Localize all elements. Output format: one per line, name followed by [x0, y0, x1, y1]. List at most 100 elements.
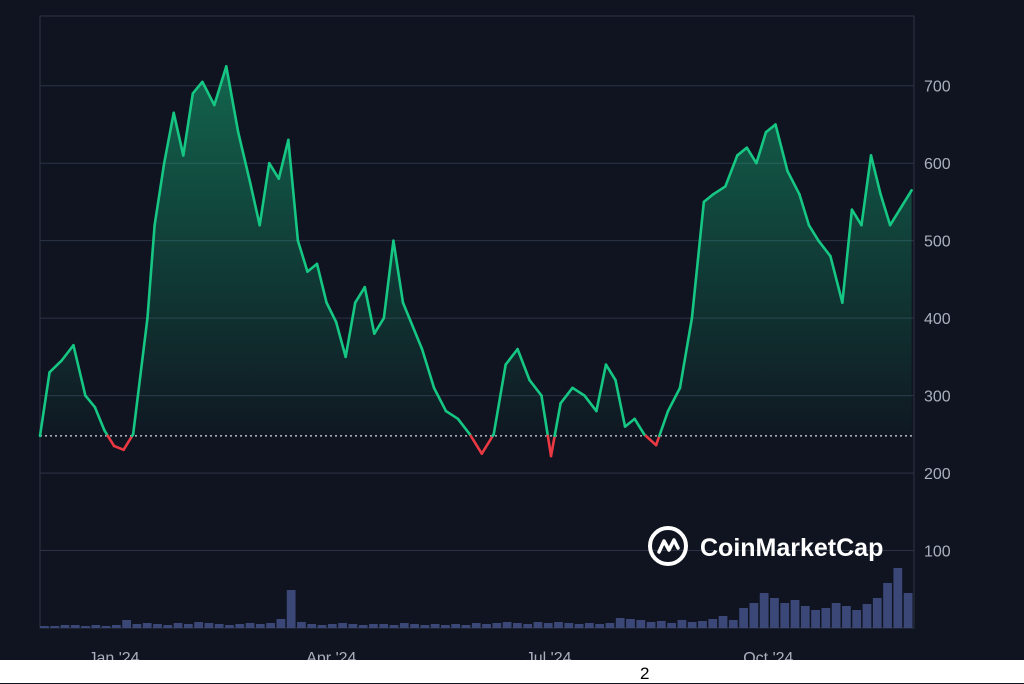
price-line-segment: [344, 301, 357, 359]
volume-bar: [564, 623, 574, 628]
volume-bar: [615, 618, 625, 628]
volume-bar: [852, 610, 862, 628]
volume-bar: [132, 624, 142, 628]
price-line-segment: [690, 200, 706, 320]
price-line-segment: [138, 316, 149, 378]
price-line-segment: [469, 434, 484, 455]
price-line-segment: [633, 417, 646, 436]
page-number: 2: [640, 664, 650, 683]
volume-bar: [379, 624, 389, 628]
volume-bar: [831, 603, 841, 628]
price-line-segment: [373, 316, 386, 335]
volume-bar: [821, 608, 831, 628]
y-tick-label: 700: [924, 79, 951, 96]
price-line-segment: [325, 301, 338, 324]
price-line-segment: [112, 444, 125, 452]
volume-bar: [471, 623, 481, 628]
price-line-segment: [456, 417, 472, 436]
volume-bar: [153, 624, 162, 628]
price-line-segment: [60, 343, 75, 363]
y-tick-label: 400: [924, 311, 951, 328]
price-line-segment: [571, 386, 586, 397]
price-line-segment: [860, 154, 873, 227]
volume-bar: [225, 625, 234, 628]
volume-bar: [605, 623, 615, 628]
volume-bar: [800, 606, 810, 628]
volume-bar: [872, 598, 882, 628]
volume-bar: [626, 619, 635, 628]
price-line-segment: [712, 185, 727, 196]
volume-bar: [574, 624, 584, 628]
price-line-segment: [786, 169, 801, 196]
x-tick-label: Oct '24: [743, 650, 793, 660]
volume-bar: [708, 619, 718, 628]
price-line-segment: [755, 130, 768, 165]
price-area: [40, 66, 912, 436]
watermark: CoinMarketCap: [648, 526, 883, 566]
price-line-segment: [401, 301, 414, 328]
price-line-segment: [516, 347, 531, 382]
price-line-segment: [84, 394, 97, 409]
price-line-segment: [287, 138, 300, 242]
price-line-segment: [411, 324, 424, 351]
volume-bar: [759, 593, 769, 628]
page-footer-strip: [0, 660, 1024, 683]
price-line-segment: [277, 138, 290, 180]
volume-bar: [399, 623, 409, 628]
coinmarketcap-logo-icon: [648, 526, 688, 566]
volume-bar: [770, 598, 779, 628]
price-line-segment: [658, 409, 670, 438]
volume-bar: [842, 606, 851, 628]
price-line-segment: [829, 254, 844, 304]
volume-bar: [451, 624, 461, 628]
volume-bar: [101, 626, 111, 628]
volume-bar: [297, 622, 306, 628]
volume-bar: [698, 621, 707, 628]
y-tick-label: 500: [924, 234, 951, 251]
price-line-segment: [181, 92, 195, 157]
volume-bar: [667, 623, 677, 628]
volume-bar: [728, 620, 738, 628]
price-line-segment: [745, 146, 758, 165]
price-line-segment: [162, 111, 176, 165]
volume-bar: [194, 622, 204, 628]
volume-bar: [595, 624, 605, 628]
price-line-segment: [363, 285, 376, 335]
volume-bar: [327, 624, 337, 628]
volume-bar: [430, 624, 440, 628]
volume-bar: [60, 625, 70, 628]
volume-bar: [307, 624, 317, 628]
price-line-segment: [106, 434, 116, 448]
price-line-segment: [224, 65, 240, 134]
price-line-segment: [306, 262, 319, 273]
price-line-segment: [702, 192, 715, 204]
volume-bar: [903, 593, 913, 628]
volume-bar: [512, 623, 522, 628]
price-line-segment: [604, 363, 617, 382]
price-line-segment: [553, 402, 562, 438]
volume-bar: [533, 622, 543, 628]
volume-bar: [183, 624, 193, 628]
price-line-segment: [595, 363, 608, 413]
price-lines: [38, 65, 913, 458]
volume-bar: [317, 625, 327, 628]
price-line-segment: [841, 208, 854, 304]
price-line-segment: [480, 434, 495, 455]
price-chart: 100 200 300 400 500 600 700 Jan '24 Apr '24 Jul …: [38, 15, 951, 660]
volume-bar: [883, 583, 892, 628]
price-line-segment: [888, 208, 901, 227]
price-line-segment: [72, 343, 87, 397]
volume-bar: [276, 619, 286, 628]
volume-bar: [790, 600, 800, 628]
price-line-segment: [798, 192, 811, 227]
volume-bar: [739, 608, 748, 628]
volume-bar: [245, 623, 255, 628]
volume-bar: [40, 626, 49, 628]
price-line-segment: [146, 223, 156, 320]
volume-bar: [214, 624, 224, 628]
price-line-segment: [353, 285, 367, 304]
price-line-segment: [869, 154, 882, 196]
volume-bar: [420, 625, 430, 628]
price-line-segment: [614, 378, 627, 428]
y-tick-label: 200: [924, 466, 951, 483]
